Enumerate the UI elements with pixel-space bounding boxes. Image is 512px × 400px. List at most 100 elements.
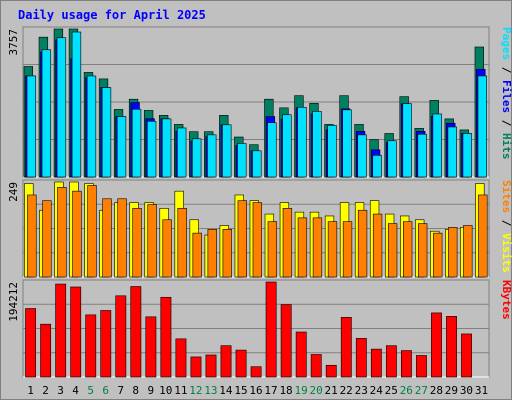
sites-bar — [463, 225, 473, 278]
day-label: 22 — [340, 384, 353, 397]
kbytes-bar — [340, 317, 352, 378]
day-label: 16 — [249, 384, 262, 397]
day-label: 7 — [117, 384, 124, 397]
sites-bar — [102, 198, 112, 278]
pages-bar — [56, 37, 67, 178]
pages-bar — [267, 122, 277, 178]
day-label: 23 — [355, 384, 368, 397]
kbytes-bar — [85, 314, 97, 378]
pages-bar — [417, 133, 427, 178]
panel-middle: 249 Sites / Visits — [7, 179, 512, 278]
pages-bar — [26, 75, 37, 178]
sites-bar — [297, 217, 308, 278]
legend-sites: Sites — [500, 180, 512, 213]
kbytes-bar — [265, 281, 277, 378]
sites-bar — [448, 227, 458, 278]
day-label: 31 — [475, 384, 488, 397]
pages-bar — [131, 108, 142, 178]
pages-bar — [342, 109, 352, 178]
sites-bar — [433, 232, 443, 278]
pages-bar — [312, 111, 322, 178]
legend-hits: Hits — [500, 133, 512, 160]
day-label: 19 — [294, 384, 307, 397]
kbytes-bar — [70, 286, 82, 378]
sites-bar — [478, 194, 488, 278]
pages-bar — [116, 116, 127, 178]
legend-pages: Pages — [500, 27, 512, 60]
day-label: 11 — [174, 384, 187, 397]
pages-bar — [146, 120, 157, 178]
kbytes-bar — [25, 308, 37, 378]
sites-bar — [72, 190, 82, 278]
sites-bar — [207, 229, 217, 278]
kbytes-bar — [446, 316, 457, 378]
pages-bar — [462, 133, 472, 178]
kbytes-bar — [431, 312, 442, 378]
day-label: 20 — [310, 384, 323, 397]
sites-bar — [418, 223, 428, 278]
pages-bar — [207, 134, 217, 178]
day-label: 14 — [219, 384, 233, 397]
legend-sep2: / — [500, 113, 512, 133]
sites-bar — [162, 219, 172, 278]
day-label: 17 — [264, 384, 277, 397]
kbytes-bar — [355, 338, 367, 378]
sites-bar — [403, 221, 413, 278]
legend-sep1: / — [500, 60, 512, 80]
pages-bar — [101, 87, 112, 178]
pages-bar — [252, 150, 262, 178]
middle-legend-text: Sites / Visits — [500, 180, 512, 273]
day-label: 24 — [370, 384, 384, 397]
day-label: 26 — [400, 384, 413, 397]
kbytes-bar — [55, 283, 67, 378]
pages-bar — [387, 140, 397, 178]
bottom-ymax-label: 194212 — [7, 282, 20, 322]
legend-visits: Visits — [500, 233, 512, 273]
kbytes-bar — [370, 348, 382, 378]
pages-bar — [297, 106, 307, 178]
day-label: 25 — [385, 384, 398, 397]
chart-title: Daily usage for April 2025 — [18, 8, 206, 22]
pages-bar — [222, 124, 232, 178]
chart-panels: 3757 Pages / Files / Hits 249 Sites / Visit… — [7, 26, 512, 397]
pages-bar — [357, 134, 367, 178]
pages-bar — [161, 118, 172, 178]
day-label: 15 — [234, 384, 247, 397]
bottom-legend-text: KBytes — [500, 280, 512, 320]
legend-kbytes: KBytes — [500, 280, 512, 320]
pages-bar — [237, 143, 247, 178]
top-ymax-label: 3757 — [7, 29, 20, 56]
sites-bar — [132, 208, 142, 278]
pages-bar — [86, 75, 97, 178]
sites-bar — [147, 204, 157, 278]
kbytes-bar — [250, 366, 262, 378]
kbytes-bar — [40, 323, 52, 378]
kbytes-bar — [220, 345, 232, 378]
sites-bar — [357, 209, 368, 278]
sites-bar — [117, 198, 127, 278]
pages-bar — [282, 114, 292, 178]
kbytes-bar — [295, 331, 307, 378]
sites-bar — [57, 187, 67, 278]
day-label: 1 — [27, 384, 34, 397]
kbytes-bar — [145, 316, 157, 378]
x-axis-labels: 1 2 3 4 5 6 7 8 9 10 11 12 13 14 15 16 17 18 19 20 21 22 23 24 2… — [27, 384, 488, 397]
pages-bar — [71, 31, 82, 178]
panel-bottom: 194212 KBytes — [7, 279, 512, 378]
day-label: 29 — [445, 384, 458, 397]
sites-bar — [267, 221, 278, 278]
pages-bar — [432, 113, 442, 178]
sites-bar — [192, 232, 202, 278]
kbytes-bar — [461, 333, 472, 378]
pages-bar — [372, 155, 382, 178]
kbytes-bar — [280, 304, 292, 378]
sites-bar — [312, 217, 323, 278]
legend-files: Files — [500, 80, 512, 113]
sites-bar — [252, 202, 263, 278]
day-label: 13 — [204, 384, 217, 397]
day-label: 21 — [325, 384, 338, 397]
sites-bar — [87, 185, 97, 278]
pages-bar — [327, 125, 337, 178]
